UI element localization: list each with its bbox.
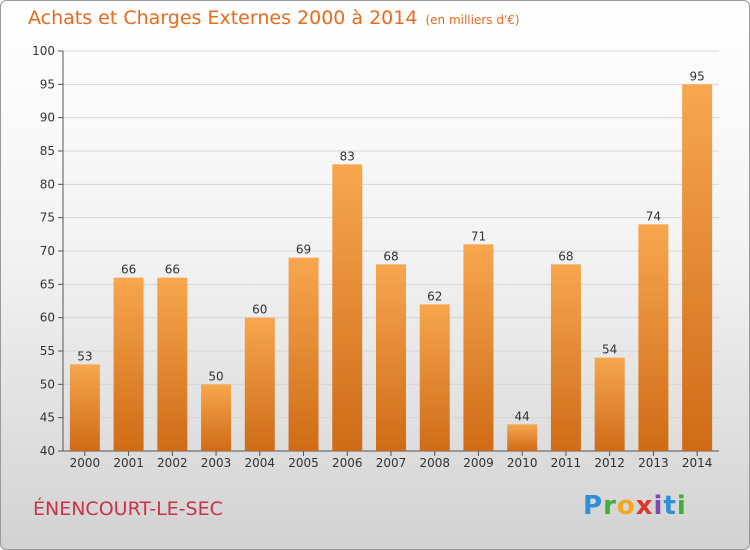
x-tick-label-2004: 2004 [245, 456, 276, 470]
x-tick-label-2009: 2009 [463, 456, 494, 470]
y-tick-label: 40 [40, 444, 55, 458]
y-tick-label: 55 [40, 344, 55, 358]
axes: 40 45 50 55 60 65 70 75 80 85 90 95 100 2000 2001 2002 2… [32, 44, 719, 470]
bar-2008 [419, 304, 450, 451]
bar-2003 [201, 384, 232, 451]
x-tick-label-2007: 2007 [376, 456, 407, 470]
data-label-2000: 53 [77, 349, 92, 363]
data-label-2002: 66 [165, 263, 180, 277]
logo-letter: t [663, 491, 677, 521]
bar-2000 [69, 364, 100, 451]
data-label-2006: 83 [340, 149, 355, 163]
x-tick-label-2011: 2011 [551, 456, 582, 470]
y-tick-label: 95 [40, 77, 55, 91]
x-tick-label-2000: 2000 [70, 456, 101, 470]
bar-2012 [594, 357, 625, 451]
bar-2001 [113, 277, 144, 451]
logo-letter: i [676, 491, 687, 521]
y-tick-label: 70 [40, 244, 55, 258]
chart-title: Achats et Charges Externes 2000 à 2014 (e… [28, 7, 520, 29]
x-tick-label-2010: 2010 [507, 456, 538, 470]
chart-title-text: Achats et Charges Externes 2000 à 2014 [28, 7, 418, 29]
data-label-2010: 44 [515, 409, 530, 423]
x-tick-label-2006: 2006 [332, 456, 363, 470]
data-label-2007: 68 [383, 249, 398, 263]
data-label-2012: 54 [602, 343, 617, 357]
logo-letter: x [635, 491, 654, 521]
y-tick-label: 50 [40, 377, 55, 391]
bar-2004 [244, 317, 275, 451]
data-label-2008: 62 [427, 289, 442, 303]
y-tick-label: 45 [40, 411, 55, 425]
bar-2006 [332, 164, 363, 452]
chart-unit: (en milliers d'€) [425, 13, 520, 27]
x-tick-label-2008: 2008 [419, 456, 450, 470]
y-tick-label: 100 [32, 44, 55, 58]
commune-name: ÉNENCOURT-LE-SEC [33, 498, 223, 520]
bar-2002 [157, 277, 188, 451]
bars [69, 84, 713, 452]
bar-2005 [288, 257, 319, 451]
bar-2007 [376, 264, 406, 451]
logo-letter: r [603, 491, 617, 521]
data-label-2004: 60 [252, 303, 267, 317]
data-label-2009: 71 [471, 229, 486, 243]
bar-2009 [463, 244, 494, 451]
data-label-2003: 50 [208, 369, 223, 383]
y-tick-label: 80 [40, 177, 55, 191]
x-tick-label-2013: 2013 [638, 456, 669, 470]
data-label-2005: 69 [296, 243, 311, 257]
logo-letter: o [616, 491, 636, 521]
x-tick-label-2003: 2003 [201, 456, 232, 470]
y-tick-label: 85 [40, 144, 55, 158]
data-label-2001: 66 [121, 263, 136, 277]
data-label-2014: 95 [689, 69, 704, 83]
x-tick-label-2014: 2014 [682, 456, 713, 470]
bar-2011 [550, 264, 581, 451]
x-tick-label-2001: 2001 [113, 456, 144, 470]
x-tick-label-2002: 2002 [157, 456, 188, 470]
proxiti-logo[interactable]: Proxiti [583, 491, 687, 521]
logo-letter: i [653, 491, 664, 521]
labels: 53 66 66 50 60 69 83 68 62 71 44 68 54 74 95 [77, 69, 705, 423]
bar-2014 [682, 84, 713, 451]
data-label-2011: 68 [558, 249, 573, 263]
y-tick-label: 75 [40, 211, 55, 225]
y-tick-label: 65 [40, 277, 55, 291]
y-tick-label: 90 [40, 111, 55, 125]
x-tick-label-2005: 2005 [288, 456, 319, 470]
logo-letter: P [583, 491, 604, 521]
bar-2013 [638, 224, 669, 451]
bar-2010 [507, 424, 538, 451]
y-tick-label: 60 [40, 311, 55, 325]
x-tick-label-2012: 2012 [594, 456, 625, 470]
data-label-2013: 74 [646, 209, 661, 223]
